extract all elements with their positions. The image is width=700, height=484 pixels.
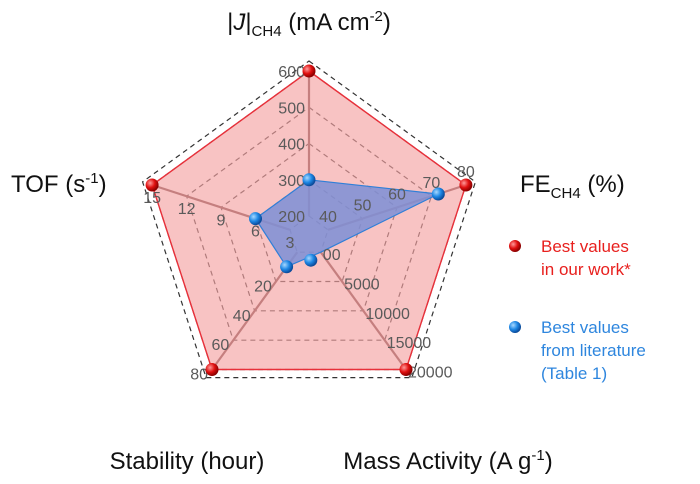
legend-label-2: from literature <box>541 341 646 360</box>
tick-label-tof: 9 <box>217 212 226 229</box>
tick-label-mass: 00 <box>323 247 341 264</box>
tick-label-stability: 80 <box>190 367 208 384</box>
tick-label-stability: 60 <box>212 337 230 354</box>
point-2-mass <box>304 253 318 267</box>
tick-label-fe: 60 <box>388 186 406 203</box>
legend: Best values in our work* Best values from l… <box>509 237 646 383</box>
radar-series <box>151 70 467 371</box>
point-1-fe <box>459 178 473 192</box>
tick-label-tof: 15 <box>143 190 161 207</box>
axis-title-stability: Stability (hour) <box>110 448 265 475</box>
point-2-tof <box>249 212 262 226</box>
point-1-stability <box>205 363 219 376</box>
radar-axis-titles: |J|CH4 (mA cm-2) FECH4 (%) Mass Activity (… <box>11 8 625 475</box>
tick-label-mass: 10000 <box>365 306 410 323</box>
point-1-tof <box>145 178 159 192</box>
point-2-fe <box>431 187 445 201</box>
series-area-2 <box>254 179 441 268</box>
tick-label-j: 300 <box>278 173 305 190</box>
point-2-stability <box>280 260 294 274</box>
tick-label-j: 400 <box>278 137 305 154</box>
tick-label-j: 500 <box>278 100 305 117</box>
tick-label-tof: 3 <box>286 235 295 252</box>
legend-marker-1 <box>509 240 521 252</box>
tick-label-j: 600 <box>278 64 305 81</box>
point-2-j <box>302 173 316 187</box>
tick-label-mass: 5000 <box>344 277 380 294</box>
tick-label-tof: 12 <box>178 201 196 218</box>
tick-label-j: 200 <box>278 209 305 226</box>
tick-label-mass: 20000 <box>408 365 453 382</box>
legend-label-1: in our work* <box>541 260 631 279</box>
axis-title-tof: TOF (s-1) <box>11 170 107 198</box>
grid-ring-outer <box>141 60 477 379</box>
tick-label-fe: 80 <box>457 164 475 181</box>
legend-label-2: Best values <box>541 318 629 337</box>
legend-label-1: Best values <box>541 237 629 256</box>
point-1-mass <box>399 363 413 376</box>
tick-label-stability: 40 <box>233 308 251 325</box>
tick-label-tof: 6 <box>251 224 260 241</box>
tick-label-mass: 15000 <box>387 335 432 352</box>
axis-title-fe: FECH4 (%) <box>520 171 625 202</box>
radar-points <box>145 64 473 376</box>
legend-label-2: (Table 1) <box>541 364 607 383</box>
radar-tick-labels: 2003004005006004050607080005000100001500… <box>143 64 475 384</box>
axis-title-mass: Mass Activity (A g-1) <box>343 447 552 475</box>
tick-label-fe: 50 <box>354 198 372 215</box>
axis-title-j: |J|CH4 (mA cm-2) <box>227 8 391 40</box>
tick-label-fe: 40 <box>319 209 337 226</box>
legend-marker-2 <box>509 321 521 333</box>
point-1-j <box>302 64 316 78</box>
tick-label-stability: 20 <box>254 279 272 296</box>
